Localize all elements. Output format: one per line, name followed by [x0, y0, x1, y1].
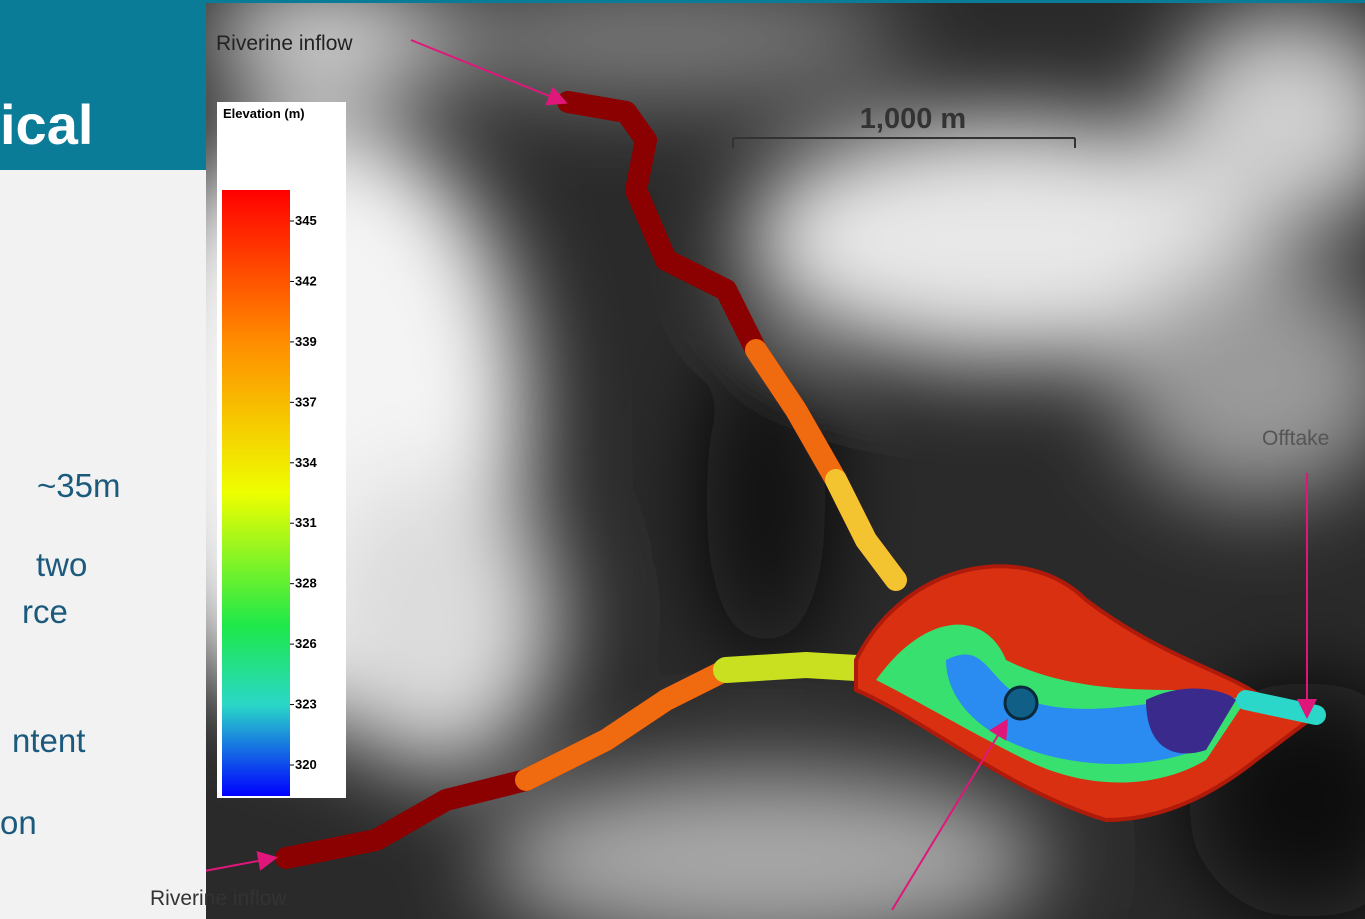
- top-strip: [0, 0, 1365, 3]
- colorbar-title: Elevation (m): [223, 106, 305, 121]
- bullet-text: ntent: [12, 722, 85, 760]
- map: Elevation (m) 345 342 339 337 334 331 328 326 32…: [206, 0, 1365, 919]
- title: ical: [0, 92, 93, 157]
- colorbar-tick-label: 334: [295, 455, 317, 470]
- annotation: Riverine inflow: [150, 887, 287, 911]
- bullet-text: ~35m: [37, 467, 120, 505]
- colorbar-tick-label: 337: [295, 394, 317, 409]
- site-marker: [1005, 687, 1037, 719]
- annotation: Offtake: [1262, 427, 1329, 450]
- colorbar-tick-label: 320: [295, 757, 317, 772]
- colorbar-tick-label: 326: [295, 636, 317, 651]
- bullet-text: two: [36, 546, 87, 584]
- bullet-text: rce: [22, 593, 68, 631]
- annotation: Riverine inflow: [216, 32, 353, 55]
- colorbar-tick-label: 342: [295, 273, 317, 288]
- colorbar-tick-label: 345: [295, 213, 317, 228]
- scale-label: 1,000 m: [860, 103, 966, 135]
- colorbar-tick-label: 328: [295, 576, 317, 591]
- colorbar-tick-label: 323: [295, 697, 317, 712]
- colorbar-tick-label: 339: [295, 334, 317, 349]
- slide: ical ~35m two rce ntent on: [0, 0, 1365, 919]
- colorbar: [222, 190, 290, 796]
- colorbar-tick-label: 331: [295, 515, 317, 530]
- bullet-text: on: [0, 804, 37, 842]
- header: ical: [0, 0, 206, 170]
